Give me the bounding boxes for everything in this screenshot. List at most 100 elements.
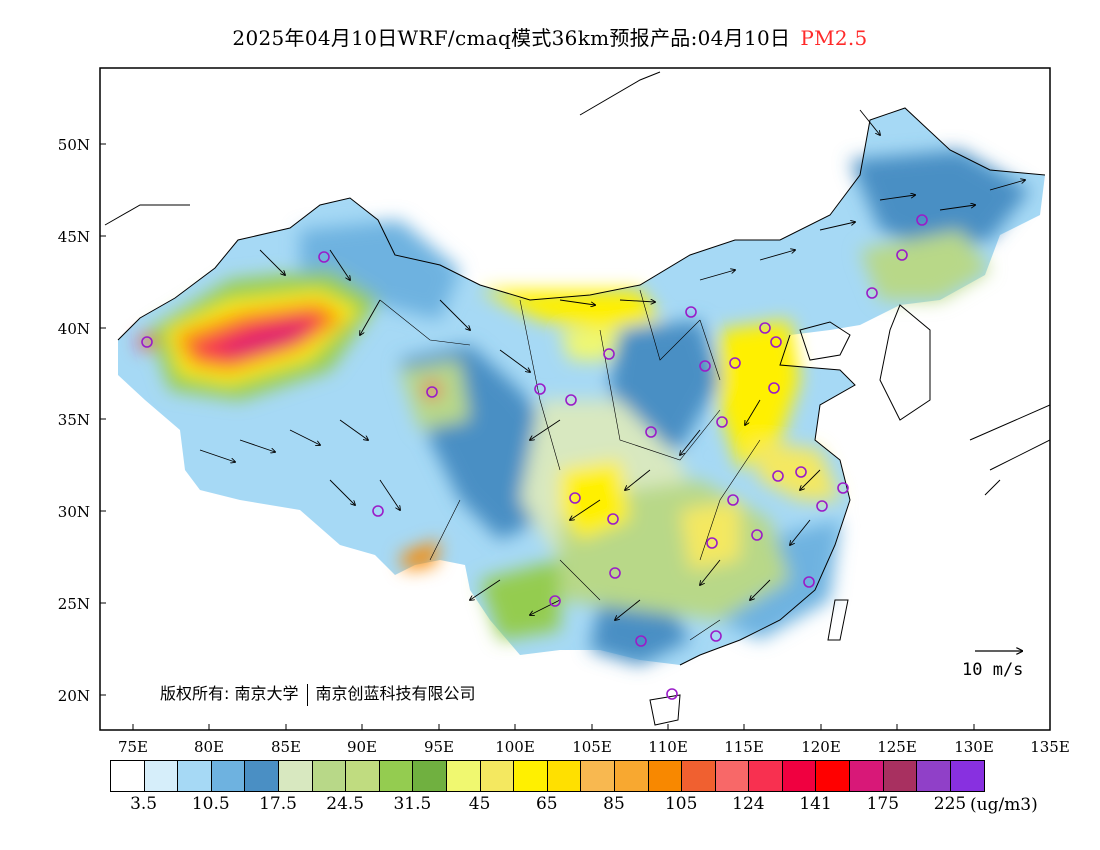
latitude-labels: 50N 45N 40N 35N 30N 25N 20N [58,136,90,705]
colorbar-tick-label: 124 [732,794,765,814]
colorbar-labels: 3.5 10.5 17.5 24.5 31.5 45 65 85 105 124 141 175 225 [110,794,990,818]
copyright-org-nju: 南京大学 [234,684,299,703]
colorbar-unit: (ug/m3) [970,795,1038,815]
colorbar-swatch [883,761,918,791]
lat-label: 50N [58,136,90,154]
wind-arrow [339,419,368,440]
wind-arrow [750,579,771,600]
colorbar-tick-label: 65 [535,794,558,814]
colorbar-tick-label: 31.5 [393,794,432,814]
station-marker [816,500,828,512]
title-pollutant: PM2.5 [800,26,868,50]
colorbar-swatch [144,761,179,791]
colorbar-tick-label: 225 [933,794,967,814]
lon-label: 125E [877,738,917,756]
station-marker [916,214,928,226]
station-marker [607,513,619,525]
station-marker [603,348,615,360]
colorbar-swatch [379,761,414,791]
station-marker [645,426,657,438]
colorbar-tick-label: 105 [664,794,698,814]
wind-arrow [800,469,821,490]
wind-arrow [745,399,761,425]
colorbar-swatch [950,761,985,791]
colorbar-swatch [749,761,783,791]
colorbar-swatch [480,761,515,791]
lon-label: 105E [572,738,612,756]
lat-label: 20N [58,687,90,705]
station-marker [716,416,728,428]
station-marker [837,482,849,494]
wind-arrow [680,429,701,455]
map-title: 2025年04月10日WRF/cmaq模式36km预报产品:04月10日 PM2.… [0,22,1100,51]
copyright-notice: 版权所有: 南京大学 南京创蓝科技有限公司 [160,680,476,706]
china-border-line [117,107,1046,341]
colorbar-swatch [211,761,246,791]
colorbar-tick-label: 3.5 [130,794,158,814]
lon-label: 75E [118,738,148,756]
lon-label: 130E [954,738,994,756]
title-main: 2025年04月10日WRF/cmaq模式36km预报产品:04月10日 [232,26,791,50]
boundaries [104,71,1050,726]
yellow-zone-sichuan [560,460,630,540]
yellow-zone-hunan [680,500,740,570]
yellow-zone-north-china-plain [720,320,800,470]
copyright-label: 版权所有: [160,684,230,703]
lake-baikal [579,71,661,116]
korea-peninsula [879,304,931,421]
station-marker [699,360,711,372]
wind-arrow [259,249,285,275]
blue-zone-northeast [850,150,1030,250]
colorbar-tick-label: 85 [603,794,625,814]
concentration-field [118,108,1045,665]
green-zone-northeast [860,230,990,300]
yellow-zone-ordos [560,330,620,360]
station-marker [795,466,807,478]
blue-zone-northwest [300,220,460,320]
station-marker [768,382,780,394]
wind-arrow [559,299,595,305]
lat-label: 45N [58,228,90,246]
colorbar-tick-label: 10.5 [191,794,230,814]
colorbar-swatch [648,761,683,791]
station-marker [803,576,815,588]
balkhash-lake [104,204,190,226]
station-marker [770,336,782,348]
wind-arrow [790,519,811,545]
wind-arrow [699,270,735,281]
station-marker [706,537,718,549]
lat-label: 40N [58,320,90,338]
wind-arrow [289,429,320,445]
station-marker [866,287,878,299]
lon-label: 115E [724,738,764,756]
wind-arrow [470,579,501,600]
station-marker [729,357,741,369]
lon-label: 85E [271,738,301,756]
wind-arrow [360,299,381,335]
station-marker [666,688,678,700]
colorbar-swatch [850,761,884,791]
japan-coast [969,404,1050,496]
colorbar-swatch [446,761,481,791]
colorbar-swatch [682,761,716,791]
wind-arrow [239,439,275,452]
station-marker [727,494,739,506]
lon-label: 110E [648,738,688,756]
station-marker [318,251,330,263]
colorbar-swatch [278,761,313,791]
wind-arrow [379,479,400,510]
wind-arrow [439,299,470,330]
colorbar-tick-label: 141 [799,794,832,814]
station-marker [751,529,763,541]
wind-reference-label: 10 m/s [962,660,1024,680]
colorbar-swatch [346,761,380,791]
station-marker [710,630,722,642]
wind-arrow [625,469,651,490]
station-marker [141,336,153,348]
hainan-island [649,694,681,726]
longitude-labels: 75E 80E 85E 90E 95E 100E 105E 110E 115E … [118,738,1070,756]
magenta-zone-tarim-core [215,322,310,355]
wind-arrow [329,249,350,280]
bohai-coast [799,321,851,361]
